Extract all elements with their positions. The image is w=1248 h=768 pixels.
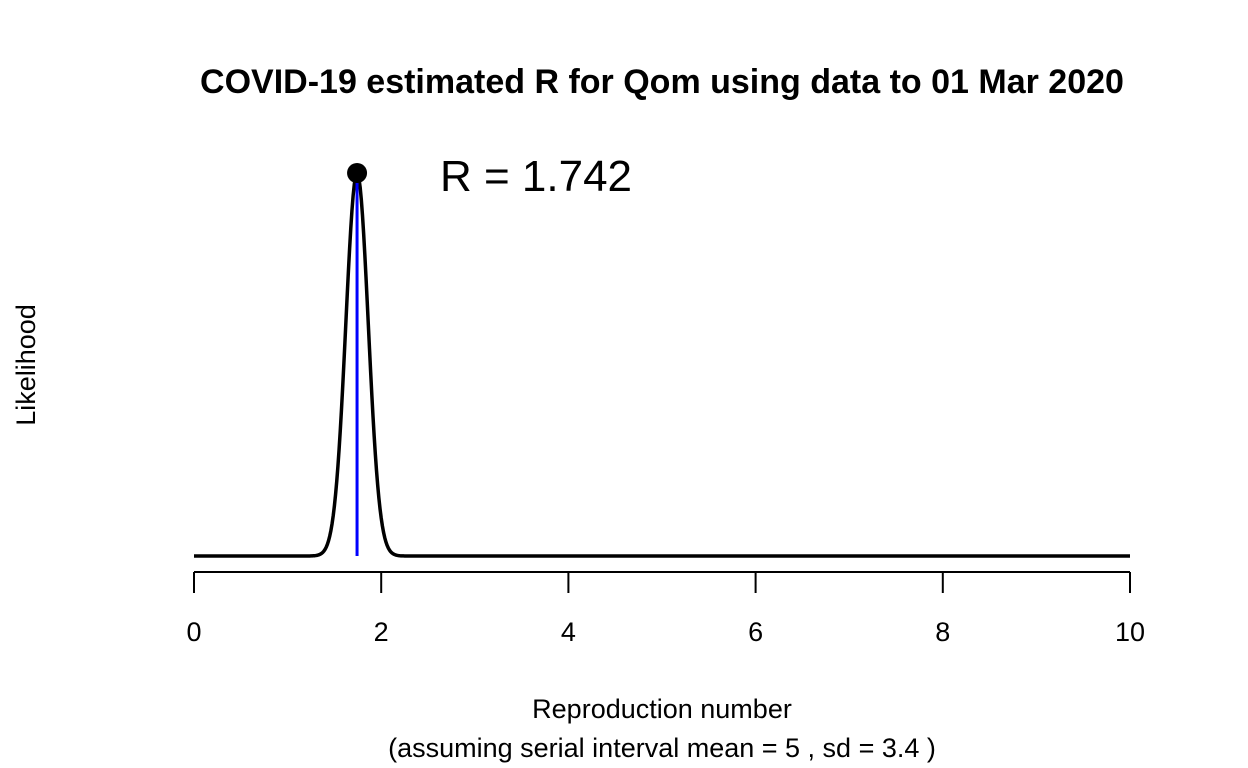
x-tick-label: 4 — [561, 617, 576, 647]
x-tick-label: 6 — [748, 617, 763, 647]
plot-area: 0 2 4 6 8 10 R = 1.742 — [186, 152, 1145, 647]
y-axis-label: Likelihood — [11, 304, 41, 426]
chart-title: COVID-19 estimated R for Qom using data … — [200, 63, 1124, 101]
x-tick-label: 0 — [186, 617, 201, 647]
x-axis-sublabel: (assuming serial interval mean = 5 , sd … — [388, 733, 936, 763]
likelihood-curve — [193, 171, 1131, 558]
x-tick-label: 10 — [1115, 617, 1145, 647]
x-axis-label: Reproduction number — [532, 694, 792, 724]
peak-point — [347, 163, 368, 183]
peak-annotation: R = 1.742 — [440, 152, 632, 201]
x-tick-label: 8 — [935, 617, 950, 647]
x-tick-label: 2 — [374, 617, 389, 647]
